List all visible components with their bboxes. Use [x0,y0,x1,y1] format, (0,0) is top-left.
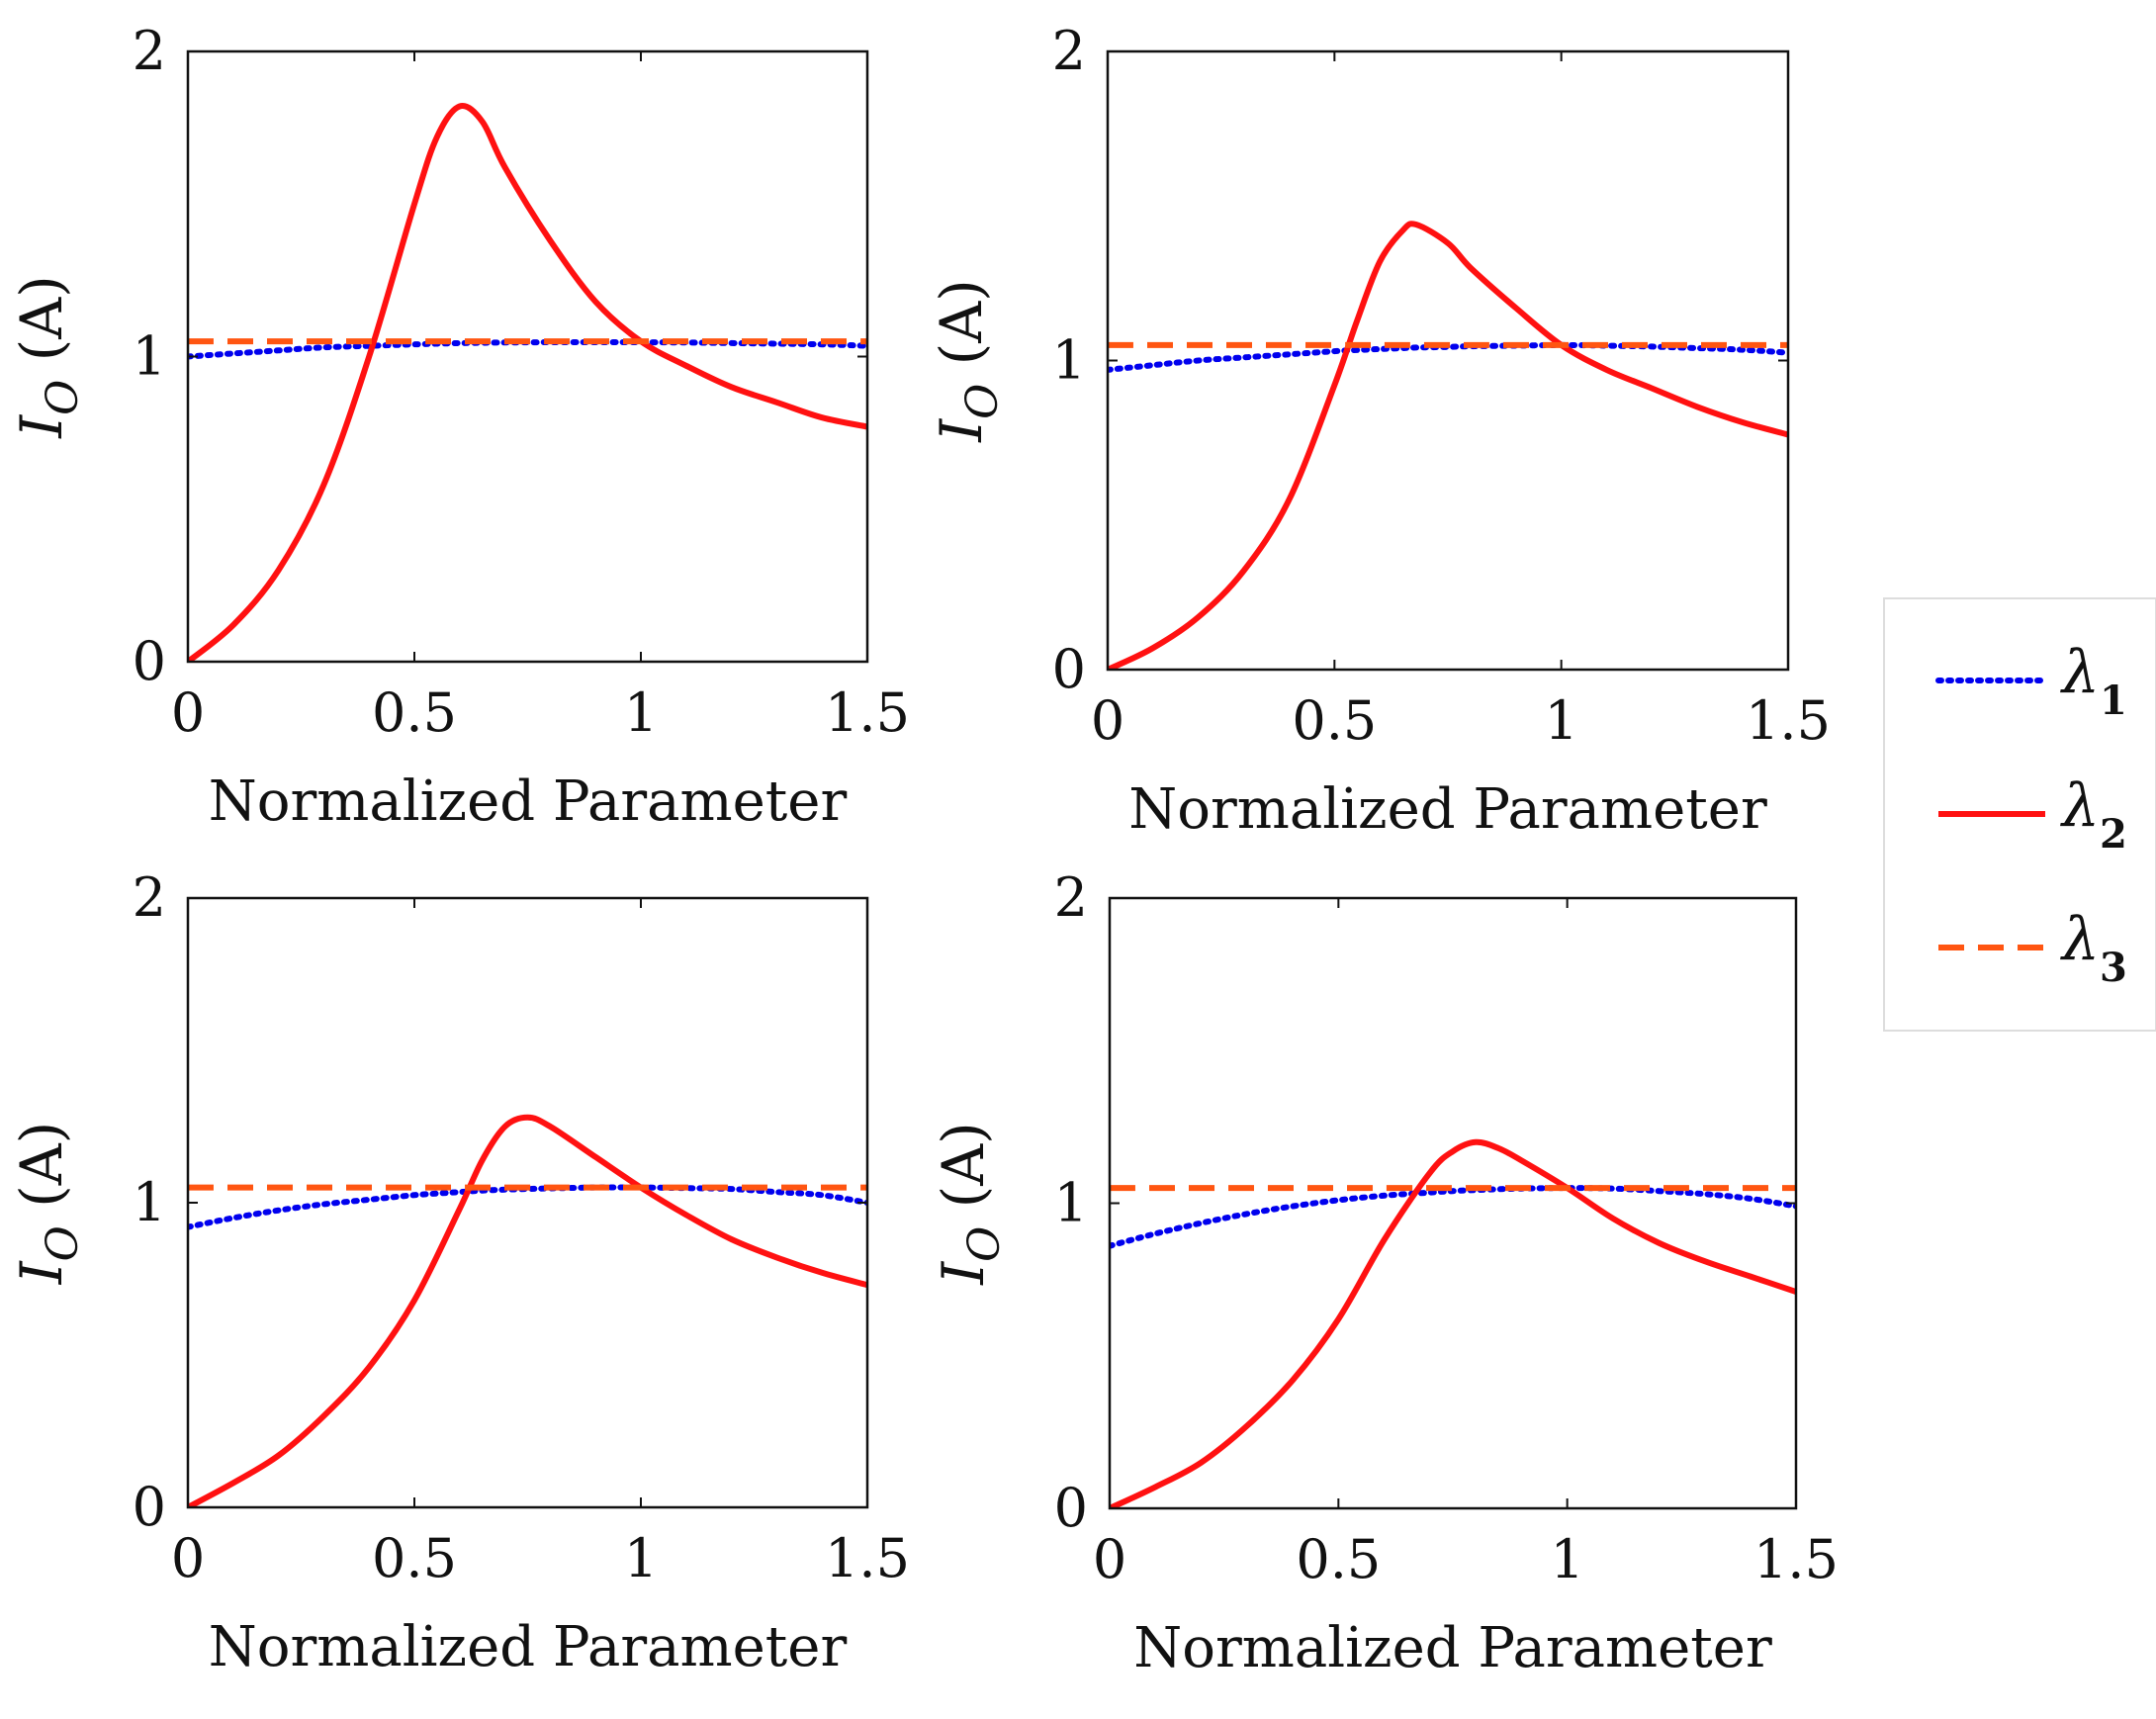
x-tick-label: 0 [171,1527,205,1589]
x-tick-label: 1.5 [825,681,910,744]
series-line-lambda1 [188,1184,867,1230]
x-tick-label: 1.5 [1746,689,1831,752]
y-axis-label-symbol: I [8,414,75,439]
y-axis-label-unit: (A) [8,1122,75,1226]
series-line-lambda1 [1110,1185,1796,1249]
y-tick-label: 1 [1054,1172,1088,1234]
x-tick-label: 1.5 [1753,1528,1839,1590]
y-axis-label-subscript: O [38,1225,88,1261]
series-line-lambda2 [188,103,867,662]
legend: λ1 λ2 λ3 [1883,597,2156,1032]
y-tick-label: 0 [133,630,166,692]
series-line-lambda2 [1110,1138,1796,1508]
x-tick-label: 1 [624,1527,658,1589]
axes-frame [1108,896,1798,1510]
x-axis-label: Normalized Parameter [1128,777,1767,842]
x-tick-label: 1 [1544,689,1577,752]
y-axis-label: IO (A) [8,275,88,439]
series-group [1108,221,1788,670]
legend-label-lambda1: λ1 [2060,638,2127,724]
y-axis-label: IO (A) [8,1122,88,1286]
x-tick-label: 0.5 [1292,689,1377,752]
y-axis-label-unit: (A) [930,1122,997,1226]
series-line-lambda2 [1108,221,1788,670]
y-axis-label-symbol: I [8,1260,75,1285]
x-axis-label: Normalized Parameter [209,1615,848,1679]
x-tick-label: 1 [624,681,658,744]
y-tick-label: 1 [133,1171,166,1233]
x-tick-label: 0.5 [372,1527,457,1589]
y-tick-label: 2 [1052,20,1086,82]
x-tick-label: 0.5 [1296,1528,1381,1590]
panel-bottom-left: 0 0.5 1 1.5 0 1 2 Normalized Parameter IO (A) [8,866,910,1679]
y-tick-label: 0 [1052,638,1086,700]
y-tick-label: 1 [1052,329,1086,392]
x-tick-label: 0 [1091,689,1124,752]
x-axis-label: Normalized Parameter [1133,1616,1772,1680]
series-line-lambda1 [1108,341,1788,373]
y-axis-label-symbol: I [930,1261,997,1286]
axes-frame [186,896,869,1509]
x-axis-label: Normalized Parameter [209,769,848,834]
series-group [188,1114,867,1507]
y-tick-label: 2 [133,866,166,929]
series-line-lambda1 [188,338,867,360]
x-tick-label: 0 [171,681,205,744]
x-tick-label: 0.5 [372,681,457,744]
x-tick-label: 1.5 [825,1527,910,1589]
y-tick-label: 0 [1054,1477,1088,1539]
y-tick-label: 2 [133,20,166,82]
series-group [188,103,867,662]
x-tick-label: 1 [1550,1528,1583,1590]
y-axis-label-unit: (A) [928,279,995,384]
y-axis-label-subscript: O [959,1226,1010,1262]
y-tick-label: 0 [133,1476,166,1538]
y-axis-label-subscript: O [957,384,1008,419]
legend-label-lambda2: λ2 [2060,771,2127,858]
y-axis-label-unit: (A) [8,275,75,380]
panel-bottom-right: 0 0.5 1 1.5 0 1 2 Normalized Parameter IO (A) [930,866,1839,1680]
panel-top-left: 0 0.5 1 1.5 0 1 2 Normalized Parameter IO (A) [8,20,910,834]
series-line-lambda2 [188,1114,867,1507]
y-axis-label-symbol: I [928,418,995,443]
x-tick-label: 0 [1093,1528,1126,1590]
panel-top-right: 0 0.5 1 1.5 0 1 2 Normalized Parameter IO (A) [928,20,1831,842]
y-tick-label: 2 [1054,866,1088,929]
axes-frame [186,49,869,664]
y-tick-label: 1 [133,325,166,388]
y-axis-label: IO (A) [928,279,1008,443]
legend-label-lambda3: λ3 [2060,905,2127,991]
series-group [1110,1138,1796,1508]
y-axis-label: IO (A) [930,1122,1010,1286]
y-axis-label-subscript: O [38,380,88,415]
